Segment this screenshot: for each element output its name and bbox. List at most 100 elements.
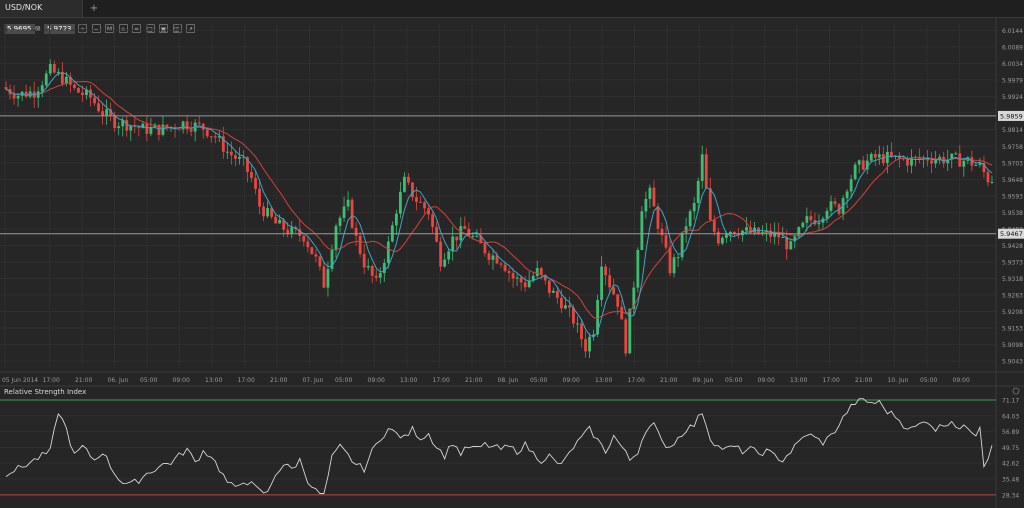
bull-candle	[105, 109, 109, 116]
bull-candle	[451, 236, 455, 252]
bear-candle	[407, 176, 410, 183]
bull-candle	[515, 277, 519, 279]
drawing-icon[interactable]: ↗	[186, 24, 195, 33]
bear-candle	[479, 235, 483, 244]
settings-icon[interactable]: ◫	[172, 24, 182, 33]
bear-candle	[503, 264, 507, 272]
template-icon[interactable]: □	[145, 24, 155, 33]
y-axis-label: 5.9318	[1002, 276, 1023, 283]
bear-candle	[306, 241, 310, 248]
bull-candle	[688, 211, 692, 227]
bull-candle	[962, 160, 966, 167]
zoom-out-icon[interactable]: −	[91, 24, 101, 33]
bear-candle	[487, 253, 491, 260]
rsi-panel-title: Relative Strength Index	[4, 388, 87, 396]
x-axis-label: 21:00	[465, 377, 482, 384]
bull-candle	[877, 154, 881, 158]
bear-candle	[439, 241, 443, 267]
bull-candle	[684, 226, 688, 233]
rsi-axis-label: 56.89	[1002, 429, 1019, 436]
bear-candle	[189, 129, 193, 132]
bull-candle	[217, 136, 221, 138]
bull-candle	[475, 235, 479, 237]
bull-candle	[728, 231, 732, 235]
rsi-axis-label: 71.17	[1002, 398, 1019, 405]
bear-candle	[221, 136, 225, 152]
bear-candle	[785, 237, 789, 250]
bear-candle	[322, 266, 326, 288]
bear-candle	[286, 229, 290, 235]
bear-candle	[511, 273, 515, 279]
bear-candle	[302, 235, 306, 242]
bear-candle	[483, 243, 487, 254]
bull-candle	[676, 257, 680, 259]
rsi-axis-label: 64.03	[1002, 413, 1019, 420]
y-axis-label: 5.9979	[1002, 77, 1023, 84]
y-axis-label: 5.9043	[1002, 359, 1023, 366]
bull-candle	[471, 236, 475, 238]
x-axis-label: 09:00	[758, 377, 775, 384]
x-axis-label: 07. Jun	[303, 377, 324, 384]
rsi-axis-label: 49.75	[1002, 445, 1019, 452]
bull-candle	[692, 203, 696, 212]
y-axis-label: 5.9648	[1002, 177, 1023, 184]
bear-candle	[233, 155, 237, 159]
bear-candle	[624, 319, 628, 354]
bear-candle	[523, 282, 527, 288]
bear-candle	[52, 64, 56, 73]
x-axis-label: 17:00	[823, 377, 840, 384]
x-axis-label: 05:00	[725, 377, 742, 384]
bear-candle	[833, 201, 837, 205]
bull-candle	[378, 273, 382, 278]
bear-candle	[660, 228, 664, 236]
save-icon[interactable]: ▣	[159, 24, 168, 33]
bull-candle	[648, 187, 652, 199]
bear-candle	[559, 297, 563, 309]
x-axis-label: 17:00	[43, 377, 60, 384]
add-tab-button[interactable]: +	[89, 3, 99, 14]
bull-candle	[491, 255, 495, 260]
tab-bar: USD/NOK +	[0, 0, 1024, 18]
bear-candle	[982, 163, 986, 173]
y-axis-label: 5.9924	[1002, 94, 1023, 101]
timeframe-icon[interactable]: M	[105, 24, 114, 33]
tab-usdnok[interactable]: USD/NOK	[0, 0, 83, 17]
bear-candle	[889, 151, 893, 156]
x-axis-label: 09:00	[563, 377, 580, 384]
bull-candle	[64, 76, 68, 84]
bear-candle	[620, 306, 624, 320]
ask-price: 5.9723	[44, 24, 75, 34]
bull-candle	[954, 153, 958, 155]
bear-candle	[495, 255, 499, 264]
bear-candle	[716, 231, 720, 244]
bear-candle	[157, 124, 161, 135]
bear-candle	[427, 208, 430, 215]
bear-candle	[507, 271, 511, 274]
y-axis-label: 5.9373	[1002, 259, 1023, 266]
x-axis-label: 09. Jun	[693, 377, 714, 384]
bull-candle	[398, 191, 402, 214]
bull-candle	[290, 227, 294, 235]
bull-candle	[632, 287, 636, 309]
bear-candle	[185, 121, 189, 130]
x-axis-label: 13:00	[400, 377, 417, 384]
rsi-axis-label: 42.62	[1002, 461, 1019, 468]
level-label: 5.9859	[1000, 112, 1023, 120]
bear-candle	[411, 182, 414, 198]
x-axis-label: 08. Jun	[498, 377, 519, 384]
y-axis-label: 5.9153	[1002, 326, 1023, 333]
indicators-icon[interactable]: ≡	[132, 24, 141, 33]
bear-candle	[97, 103, 100, 112]
bear-candle	[555, 290, 559, 298]
chart-type-icon[interactable]: ⌂	[118, 24, 128, 33]
bear-candle	[467, 228, 471, 237]
bull-candle	[680, 232, 684, 258]
x-axis-label: 13:00	[595, 377, 612, 384]
bull-candle	[85, 89, 88, 96]
x-axis-label: 17:00	[433, 377, 450, 384]
x-axis-label: 05 Jun 2014	[2, 377, 38, 384]
x-axis-label: 21:00	[660, 377, 677, 384]
y-axis-label: 6.0034	[1002, 61, 1023, 68]
bear-candle	[177, 129, 181, 131]
